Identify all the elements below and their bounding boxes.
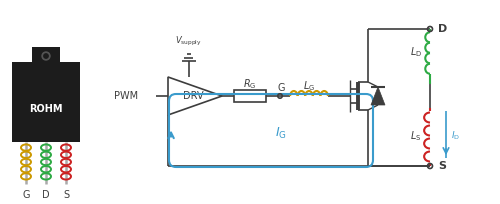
Text: DRV: DRV [182, 91, 204, 101]
FancyBboxPatch shape [234, 91, 266, 102]
Circle shape [42, 53, 50, 61]
Text: $V_{\mathsf{supply}}$: $V_{\mathsf{supply}}$ [175, 35, 202, 48]
Text: S: S [63, 189, 69, 199]
Polygon shape [371, 88, 385, 105]
Text: G: G [22, 189, 30, 199]
FancyBboxPatch shape [32, 48, 60, 64]
Text: ROHM: ROHM [29, 104, 63, 114]
Text: S: S [438, 160, 446, 170]
Text: $L_{\mathsf{S}}$: $L_{\mathsf{S}}$ [410, 129, 422, 142]
Text: PWM: PWM [114, 91, 138, 101]
Circle shape [44, 54, 48, 59]
Text: $L_{\mathsf{D}}$: $L_{\mathsf{D}}$ [410, 45, 422, 59]
Text: $I_{\mathsf{D}}$: $I_{\mathsf{D}}$ [451, 129, 460, 141]
Text: $L_{\mathsf{G}}$: $L_{\mathsf{G}}$ [303, 79, 315, 92]
Text: D: D [42, 189, 50, 199]
Text: G: G [277, 83, 285, 93]
Text: $R_{\mathsf{G}}$: $R_{\mathsf{G}}$ [244, 77, 256, 90]
Text: $I_{\mathsf{G}}$: $I_{\mathsf{G}}$ [275, 125, 287, 140]
Text: D: D [438, 24, 448, 34]
FancyBboxPatch shape [12, 63, 80, 142]
